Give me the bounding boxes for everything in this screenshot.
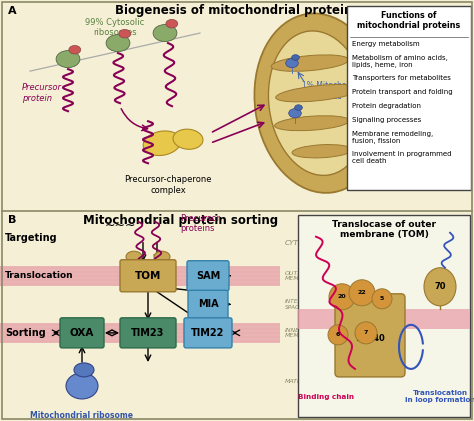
Text: 5: 5: [380, 296, 384, 301]
Ellipse shape: [271, 55, 349, 71]
FancyBboxPatch shape: [184, 318, 232, 348]
Text: Metabolism of amino acids,
lipids, heme, iron: Metabolism of amino acids, lipids, heme,…: [352, 55, 448, 68]
Text: A: A: [8, 6, 17, 16]
Ellipse shape: [119, 29, 131, 38]
Ellipse shape: [153, 24, 177, 42]
Circle shape: [355, 322, 377, 344]
Text: OXA: OXA: [70, 328, 94, 338]
Text: Targeting: Targeting: [5, 233, 58, 242]
Text: SAM: SAM: [196, 271, 220, 281]
Text: INTERMEMBRANE
SPACE: INTERMEMBRANE SPACE: [285, 299, 337, 309]
Ellipse shape: [292, 144, 352, 158]
Text: INNER
MEMBRANE: INNER MEMBRANE: [285, 328, 321, 338]
FancyBboxPatch shape: [335, 294, 405, 377]
Bar: [0, 323, 280, 343]
Text: Precursor-chaperone
complex: Precursor-chaperone complex: [124, 175, 212, 195]
Ellipse shape: [126, 251, 142, 262]
Circle shape: [349, 280, 375, 306]
Ellipse shape: [255, 13, 385, 193]
Text: Involvement in programmed
cell death: Involvement in programmed cell death: [352, 151, 452, 164]
Text: Mitochondrial protein sorting: Mitochondrial protein sorting: [82, 214, 278, 226]
Text: Functions of
mitochondrial proteins: Functions of mitochondrial proteins: [357, 11, 461, 30]
Ellipse shape: [276, 85, 360, 102]
Circle shape: [329, 284, 355, 310]
Text: Sorting: Sorting: [5, 328, 46, 338]
Text: Precursor
proteins: Precursor proteins: [180, 214, 220, 233]
Ellipse shape: [292, 55, 300, 60]
Text: TIM22: TIM22: [191, 328, 225, 338]
Circle shape: [328, 325, 348, 345]
FancyBboxPatch shape: [188, 290, 228, 318]
Ellipse shape: [289, 109, 301, 118]
Text: Tom40: Tom40: [355, 334, 385, 344]
Text: MIA: MIA: [198, 299, 219, 309]
Ellipse shape: [295, 105, 302, 110]
Text: Membrane remodeling,
fusion, fission: Membrane remodeling, fusion, fission: [352, 131, 433, 144]
Text: Energy metabolism: Energy metabolism: [352, 41, 419, 47]
FancyBboxPatch shape: [298, 215, 470, 417]
Ellipse shape: [143, 131, 181, 155]
Ellipse shape: [106, 35, 130, 52]
Ellipse shape: [274, 116, 349, 131]
Text: 6: 6: [336, 332, 340, 337]
FancyBboxPatch shape: [120, 318, 176, 348]
Text: MATRIX: MATRIX: [285, 379, 309, 384]
Text: Signaling processes: Signaling processes: [352, 117, 421, 123]
FancyBboxPatch shape: [120, 260, 176, 292]
Text: CYTOSOL: CYTOSOL: [285, 240, 319, 246]
Ellipse shape: [74, 363, 94, 377]
Text: Biogenesis of mitochondrial proteins: Biogenesis of mitochondrial proteins: [115, 4, 359, 17]
Text: Protein degradation: Protein degradation: [352, 103, 421, 109]
Text: Translocation: Translocation: [5, 271, 73, 280]
Text: 70: 70: [434, 282, 446, 291]
Ellipse shape: [173, 129, 203, 149]
Text: TIM23: TIM23: [131, 328, 164, 338]
Text: 22: 22: [357, 290, 366, 295]
FancyBboxPatch shape: [60, 318, 104, 348]
Text: Binding chain: Binding chain: [298, 394, 354, 400]
FancyBboxPatch shape: [347, 6, 471, 190]
Ellipse shape: [66, 373, 98, 399]
Text: 7: 7: [364, 330, 368, 336]
Ellipse shape: [286, 59, 298, 68]
Text: 20: 20: [337, 294, 346, 299]
Ellipse shape: [268, 31, 367, 176]
Text: OUTER
MEMBRANE: OUTER MEMBRANE: [285, 271, 321, 281]
Ellipse shape: [166, 19, 178, 28]
Bar: [298, 309, 470, 329]
Ellipse shape: [424, 268, 456, 306]
FancyBboxPatch shape: [187, 261, 229, 291]
Ellipse shape: [56, 51, 80, 68]
Text: Protein transport and folding: Protein transport and folding: [352, 89, 453, 95]
Text: Precursor
protein: Precursor protein: [22, 83, 62, 103]
Text: TOM: TOM: [135, 271, 161, 281]
Text: 99% Cytosolic
ribosomes: 99% Cytosolic ribosomes: [85, 18, 145, 37]
Bar: [0, 266, 280, 286]
Text: Mitochondrial ribosome: Mitochondrial ribosome: [30, 411, 134, 420]
Text: ∼∼∼: ∼∼∼: [104, 219, 136, 232]
Text: 1% Mitochondrial
ribosomes: 1% Mitochondrial ribosomes: [302, 81, 369, 101]
Ellipse shape: [69, 45, 81, 54]
Circle shape: [372, 289, 392, 309]
Ellipse shape: [154, 251, 170, 262]
Text: B: B: [8, 215, 17, 225]
Text: Translocation
in loop formation: Translocation in loop formation: [405, 390, 474, 403]
Text: Transporters for metabolites: Transporters for metabolites: [352, 75, 451, 81]
Text: Translocase of outer
membrane (TOM): Translocase of outer membrane (TOM): [332, 220, 436, 239]
